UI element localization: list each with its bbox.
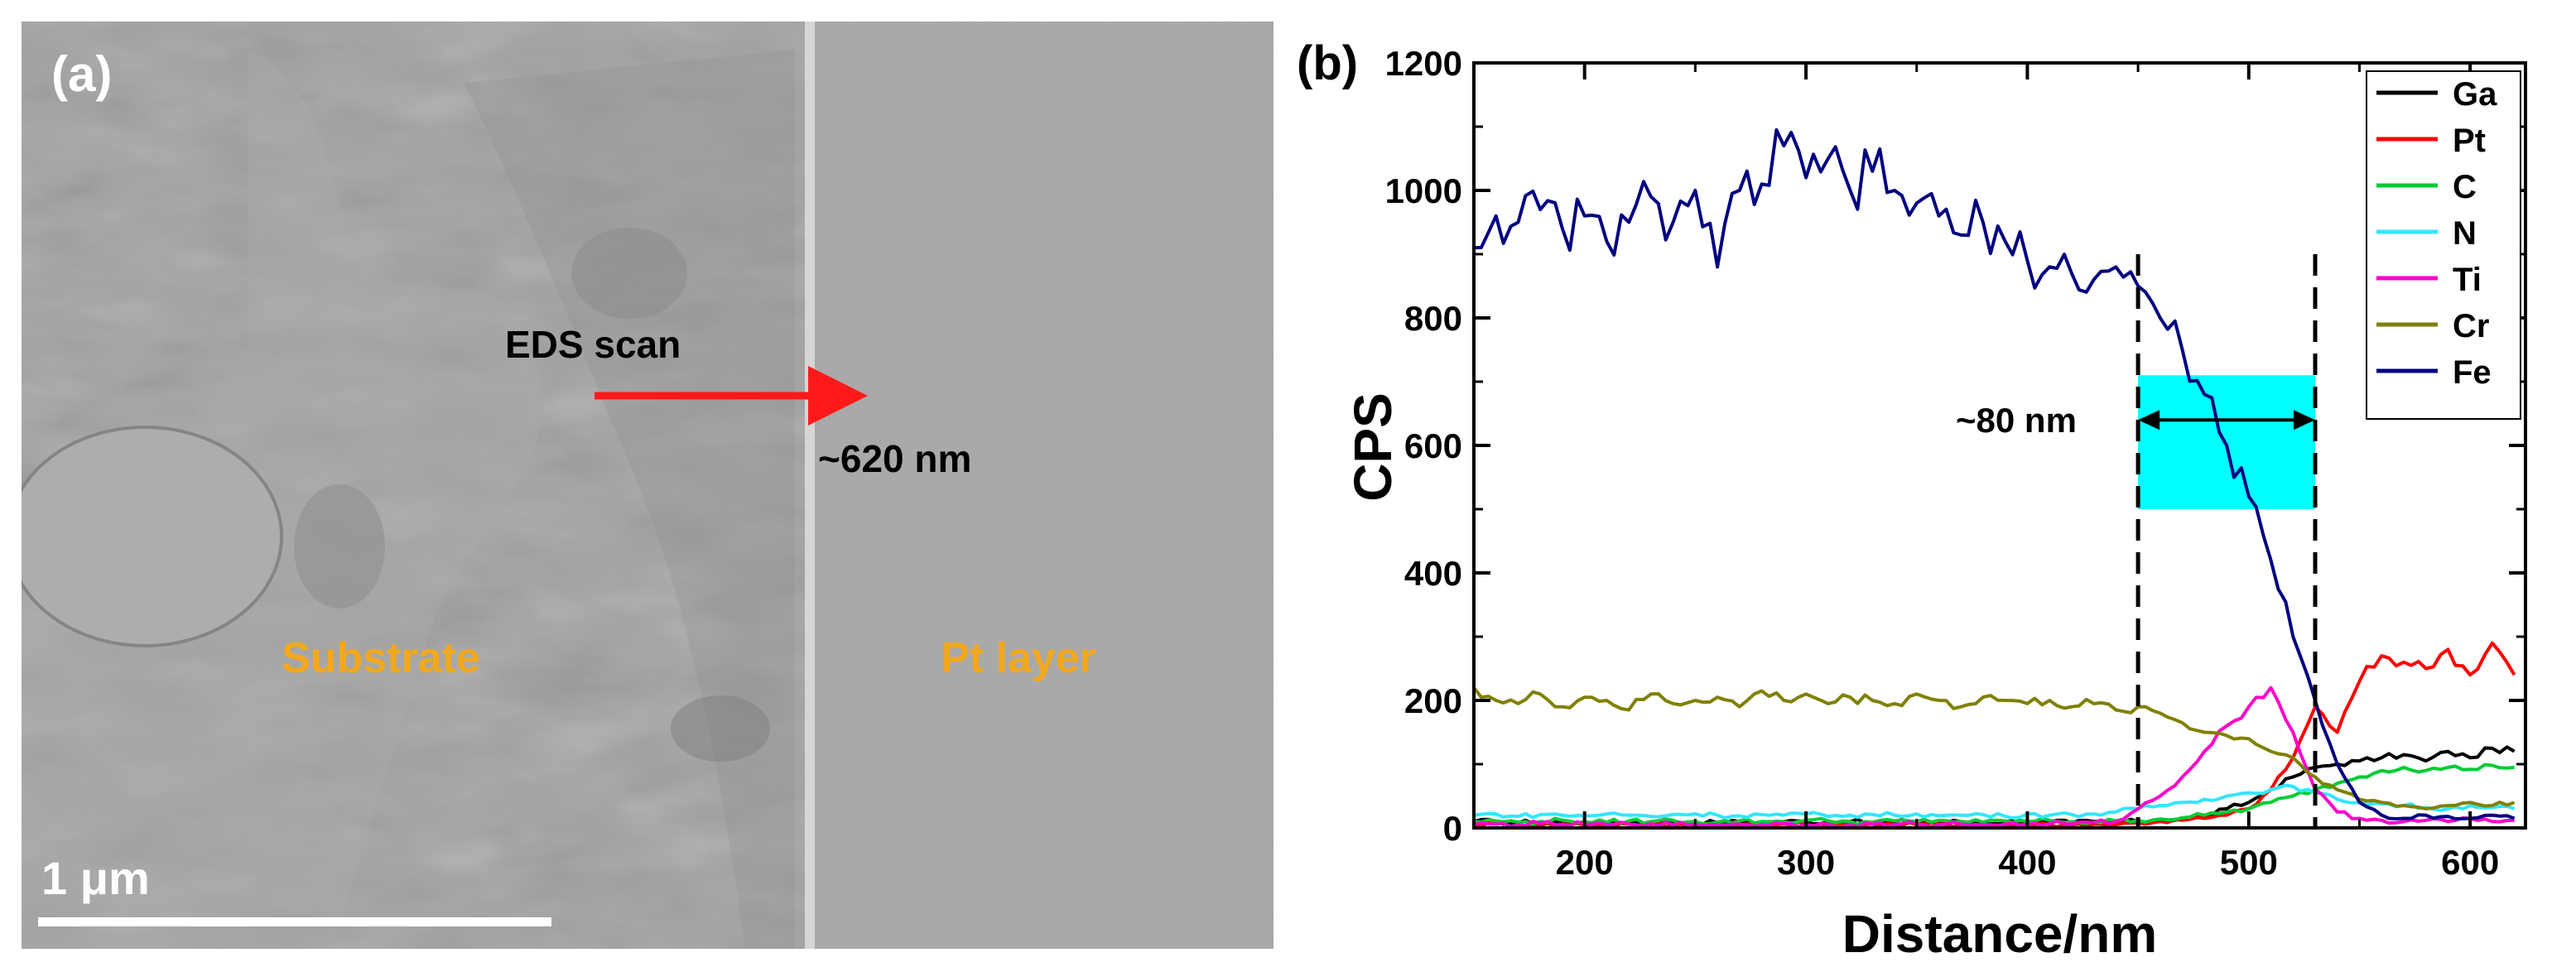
y-tick-label: 200	[1404, 681, 1462, 720]
x-axis-title: Distance/nm	[1842, 904, 2158, 964]
series-line-c	[1473, 763, 2515, 826]
substrate-label: Substrate	[282, 634, 480, 682]
tem-micrograph-panel: (a) EDS scan ~620 nm Substrate Pt layer …	[22, 22, 1274, 949]
legend-label-fe: Fe	[2453, 354, 2492, 391]
series-line-fe	[1473, 127, 2516, 820]
scale-bar-label: 1 μm	[41, 852, 150, 904]
series-line-ga	[1473, 745, 2516, 826]
legend-label-n: N	[2453, 215, 2477, 252]
y-tick-label: 400	[1404, 554, 1462, 593]
x-tick-label: 200	[1556, 843, 1614, 882]
x-tick-label: 600	[2441, 843, 2499, 882]
legend-label-c: C	[2453, 169, 2477, 205]
y-axis-title: CPS	[1343, 392, 1403, 502]
pt-layer-grain	[815, 22, 1274, 949]
x-tick-label: 500	[2220, 843, 2278, 882]
panel-a-label: (a)	[51, 46, 112, 102]
eds-line-scan-chart: (b) 0 200 400 600 800 1000 1200 200 300 400 500 600…	[1297, 36, 2527, 964]
x-tick-label: 400	[1998, 843, 2056, 882]
series-line-n	[1473, 783, 2516, 820]
eds-scan-label: EDS scan	[505, 323, 681, 366]
legend-label-pt: Pt	[2453, 123, 2486, 159]
legend-label-ga: Ga	[2453, 76, 2497, 113]
panel-b-label: (b)	[1297, 36, 1358, 90]
scale-bar	[38, 917, 551, 926]
interface-line	[805, 22, 815, 949]
legend-label-ti: Ti	[2453, 262, 2482, 298]
y-tick-label: 800	[1404, 299, 1462, 338]
pt-layer-label: Pt layer	[941, 634, 1096, 682]
y-tick-label: 1000	[1385, 171, 1462, 210]
y-tick-label: 0	[1443, 809, 1462, 848]
annotation-label: ~80 nm	[1956, 401, 2077, 440]
legend-box	[2366, 70, 2521, 420]
y-tick-label: 600	[1404, 426, 1462, 465]
substrate-grain	[22, 22, 805, 949]
series-line-ti	[1473, 686, 2515, 829]
series-line-cr	[1472, 686, 2516, 811]
y-tick-label: 1200	[1385, 44, 1462, 83]
legend-label-cr: Cr	[2453, 308, 2489, 344]
x-tick-label: 300	[1777, 843, 1835, 882]
scan-length-label: ~620 nm	[818, 437, 971, 480]
annotation-arrow-head-right	[2294, 410, 2315, 431]
annotation-arrow-head-left	[2138, 410, 2160, 431]
